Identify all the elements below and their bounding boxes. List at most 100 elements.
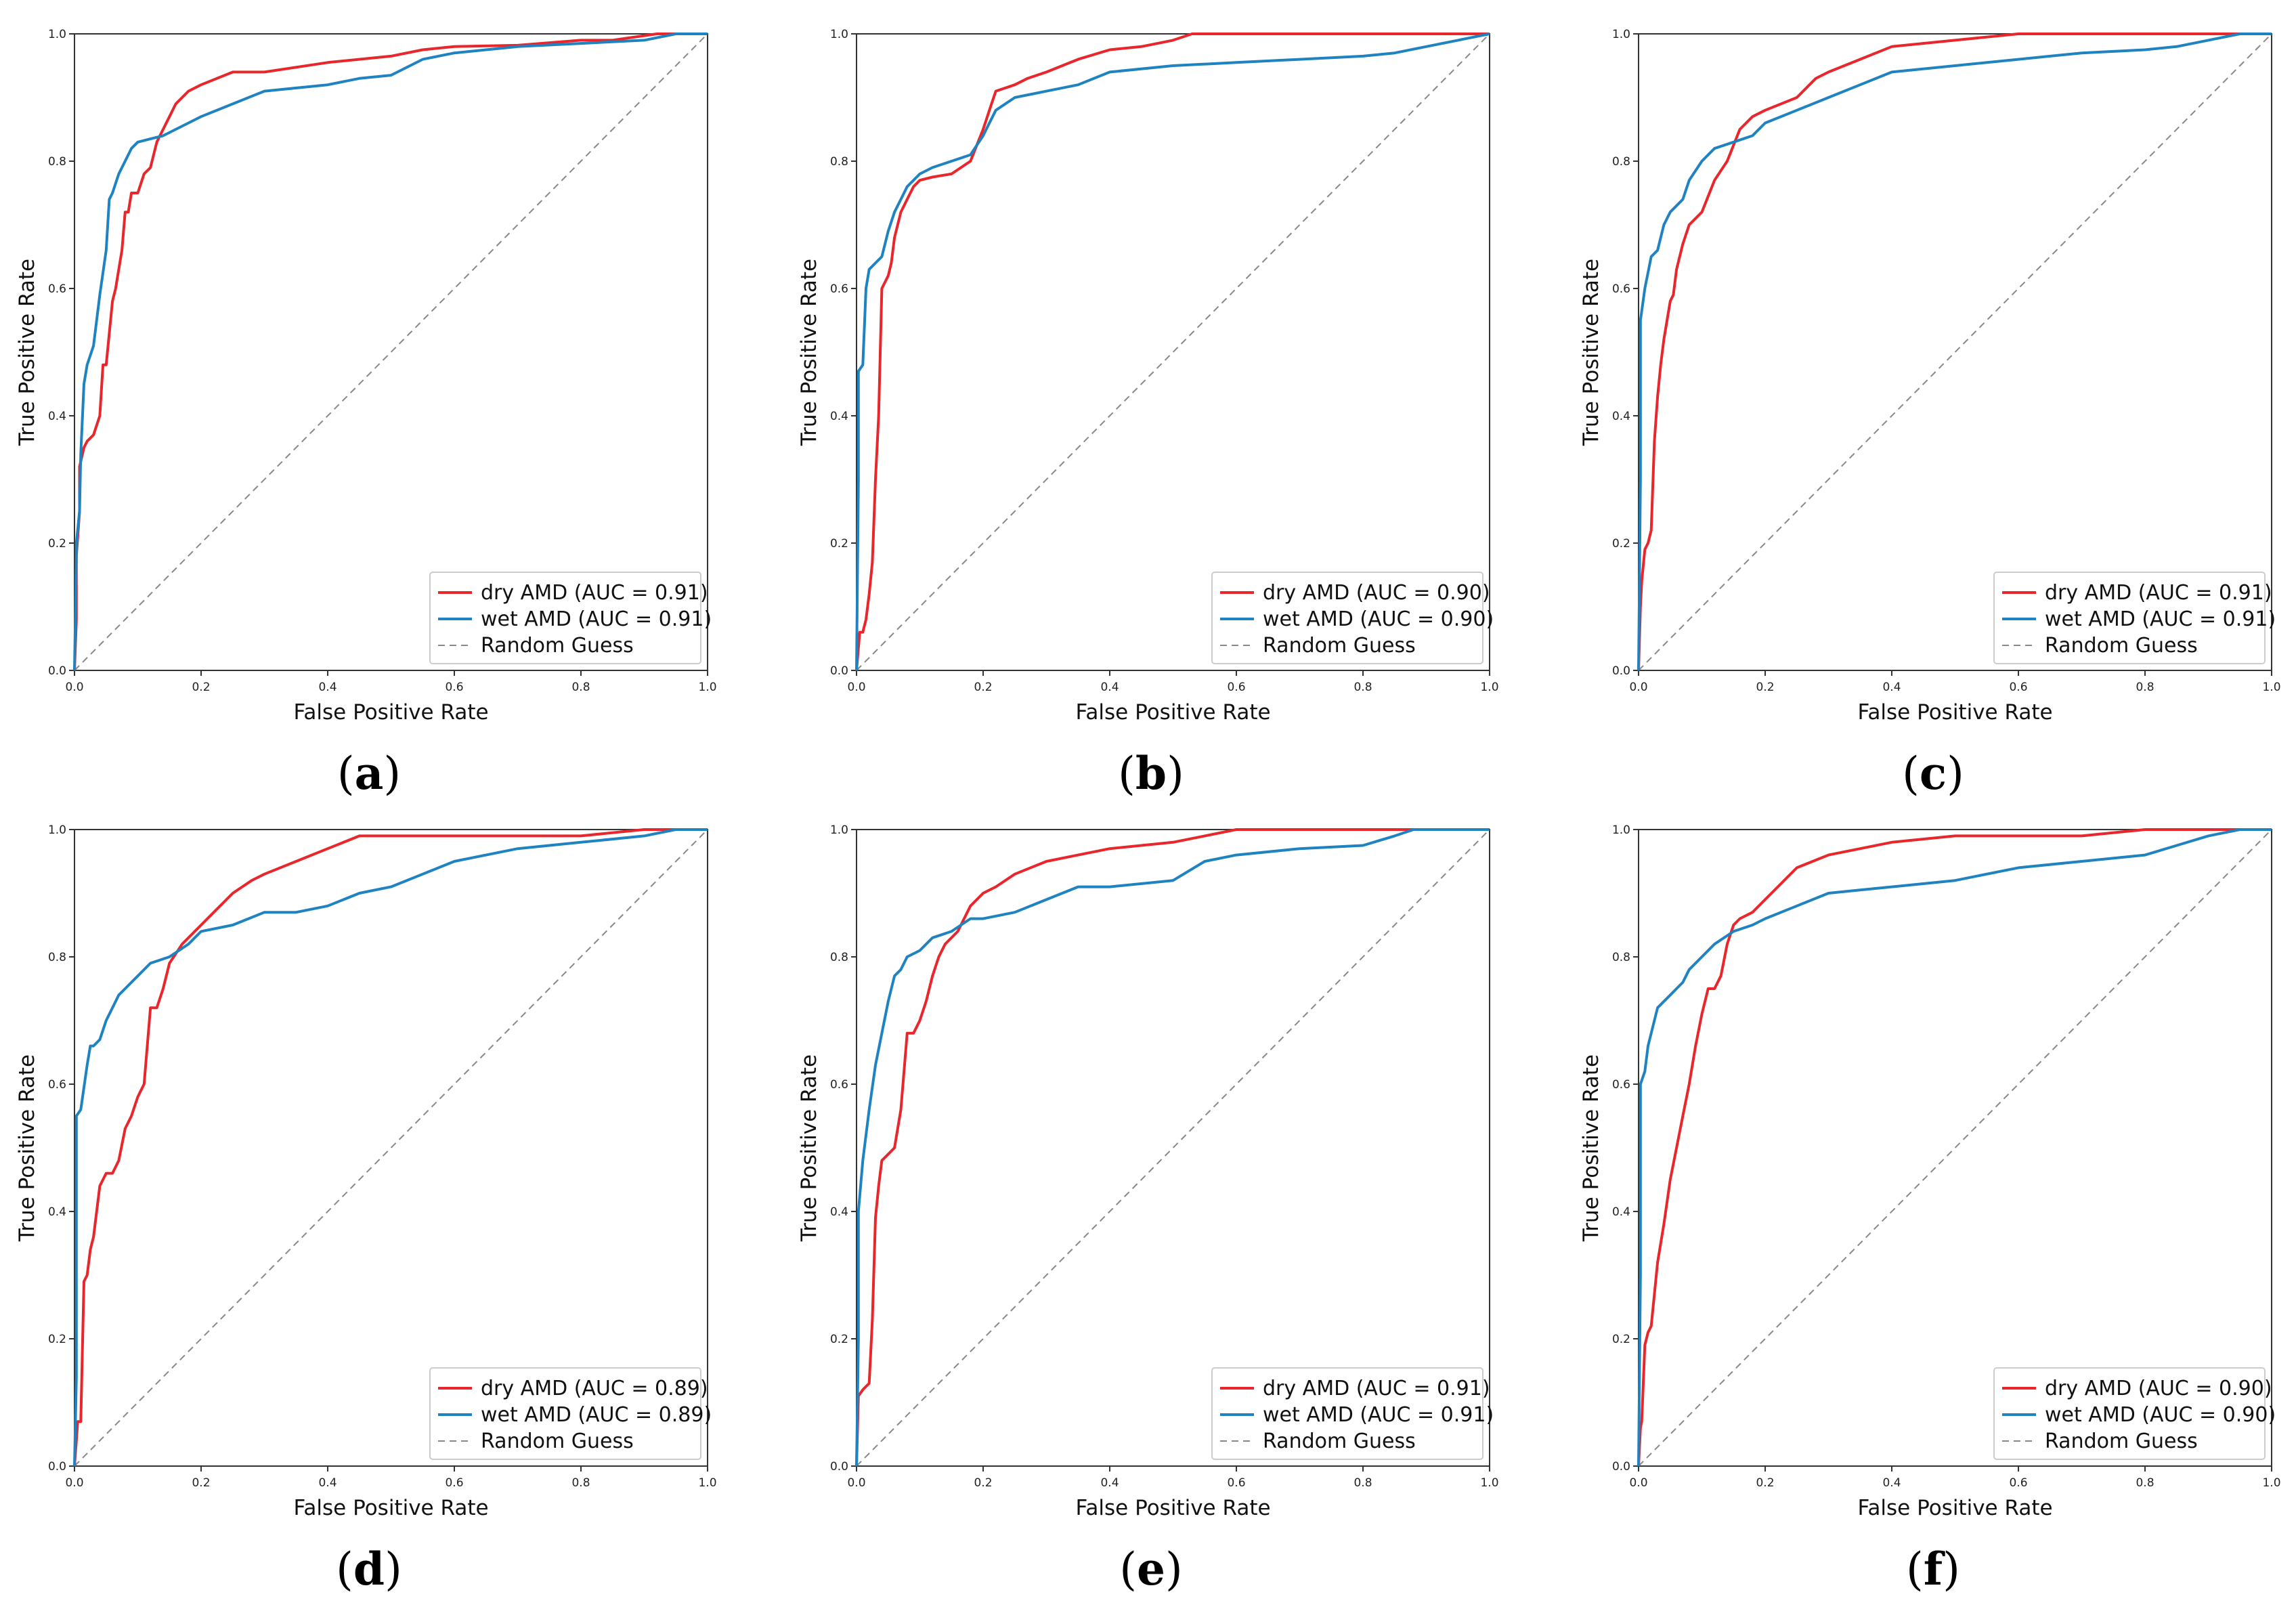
y-tick-label: 0.8: [48, 951, 66, 964]
y-tick-label: 0.8: [830, 951, 848, 964]
x-tick-label: 1.0: [1480, 681, 1498, 694]
legend-entry: Random Guess: [481, 634, 634, 658]
y-axis-label: True Positive Rate: [1579, 259, 1603, 446]
legend-box: [429, 1367, 701, 1460]
x-tick-label: 0.8: [1353, 1476, 1372, 1490]
caption-paren-close: ): [1947, 748, 1964, 800]
plot-frame: [1638, 829, 2272, 1467]
dry-amd-roc-line: [1637, 828, 2272, 1467]
y-tick-label: 0.2: [830, 537, 848, 551]
y-tick-label: 1.0: [1612, 28, 1630, 41]
x-tick-label: 0.4: [318, 681, 337, 694]
wet-amd-roc-line: [73, 33, 708, 671]
caption-paren-open: (: [1902, 748, 1920, 800]
roc-panel-d: 0.0 0.2 0.4 0.6 0.8 1.0 0.0 0.2 0.4 0.6 0.8 1.0 Fals…: [15, 823, 717, 1595]
legend: dry AMD (AUC = 0.91)wet AMD (AUC = 0.91)…: [429, 572, 712, 664]
y-tick-label: 0.6: [830, 1078, 848, 1092]
wet-amd-roc-line: [855, 33, 1490, 671]
x-tick-label: 0.2: [974, 681, 992, 694]
caption-paren-open: (: [336, 1543, 353, 1595]
caption-paren-close: ): [383, 748, 401, 800]
y-tick-label: 0.2: [1612, 537, 1630, 551]
x-tick-label: 1.0: [698, 681, 716, 694]
plot-frame: [74, 33, 708, 671]
y-tick-label: 1.0: [48, 28, 66, 41]
legend-entry: wet AMD (AUC = 0.91): [1263, 1403, 1494, 1427]
x-tick-label: 0.4: [1882, 1476, 1901, 1490]
legend-entry: dry AMD (AUC = 0.91): [1263, 1377, 1490, 1400]
legend-entry: wet AMD (AUC = 0.89): [481, 1403, 712, 1427]
legend: dry AMD (AUC = 0.89) wet AMD (AUC = 0.89)…: [429, 1367, 712, 1460]
roc-panel-e: 0.0 0.2 0.4 0.6 0.8 1.0 0.0 0.2 0.4 0.6 0.8 1.0 Fals…: [797, 823, 1499, 1595]
y-axis-label: True Positive Rate: [797, 1054, 821, 1242]
y-tick-label: 1.0: [48, 823, 66, 837]
caption-paren-open: (: [1906, 1543, 1924, 1595]
legend-entry: dry AMD (AUC = 0.91): [481, 581, 708, 605]
x-tick-label: 1.0: [698, 1476, 716, 1490]
wet-amd-roc-line: [855, 828, 1490, 1467]
caption-letter: f: [1924, 1543, 1945, 1595]
x-tick-label: 0.8: [571, 681, 590, 694]
x-tick-label: 0.4: [1100, 1476, 1119, 1490]
y-tick-label: 1.0: [1612, 823, 1630, 837]
x-tick-label: 0.4: [1100, 681, 1119, 694]
legend-entry: Random Guess: [481, 1430, 634, 1453]
legend-entry: dry AMD (AUC = 0.90): [2045, 1377, 2272, 1400]
y-axis-label: True Positive Rate: [1579, 1054, 1603, 1242]
caption-letter: d: [353, 1543, 385, 1595]
x-tick-label: 0.2: [192, 1476, 210, 1490]
x-axis-label: False Positive Rate: [293, 1496, 488, 1520]
x-axis-label: False Positive Rate: [293, 700, 488, 725]
y-tick-label: 0.0: [48, 664, 66, 678]
caption-paren-close: ): [1943, 1543, 1960, 1595]
caption-letter: c: [1920, 747, 1947, 800]
legend: dry AMD (AUC = 0.90)wet AMD (AUC = 0.90)…: [1211, 572, 1494, 664]
legend-box: [1993, 572, 2266, 664]
roc-panel-b: 0.0 0.2 0.4 0.6 0.8 1.0 0.0 0.2 0.4 0.6 0.8 1.0 Fals…: [797, 28, 1499, 800]
legend-entry: dry AMD (AUC = 0.90): [1263, 581, 1490, 605]
x-tick-label: 0.6: [445, 681, 463, 694]
x-tick-label: 0.0: [847, 1476, 865, 1490]
y-tick-label: 0.6: [48, 1078, 66, 1092]
legend-entry: Random Guess: [1263, 1430, 1416, 1453]
caption-paren-close: ): [1167, 748, 1184, 800]
panel-caption: (d): [336, 1543, 402, 1595]
x-tick-label: 0.6: [1227, 681, 1245, 694]
y-tick-label: 0.8: [1612, 951, 1630, 964]
y-tick-label: 0.4: [1612, 410, 1630, 423]
y-tick-label: 0.6: [1612, 1078, 1630, 1092]
legend-box: [1993, 1367, 2266, 1460]
y-tick-label: 0.8: [830, 155, 848, 169]
y-tick-label: 0.2: [830, 1333, 848, 1346]
legend-entry: Random Guess: [1263, 634, 1416, 658]
panel-caption: (f): [1906, 1543, 1960, 1595]
panel-caption: (e): [1119, 1543, 1183, 1595]
y-tick-label: 0.0: [830, 664, 848, 678]
caption-paren-close: ): [385, 1543, 402, 1595]
y-axis-label: True Positive Rate: [15, 1054, 39, 1242]
caption-letter: e: [1137, 1543, 1165, 1595]
x-tick-label: 0.2: [192, 681, 210, 694]
y-tick-label: 0.8: [1612, 155, 1630, 169]
panel-caption: (b): [1118, 747, 1184, 800]
legend: dry AMD (AUC = 0.91) wet AMD (AUC = 0.91)…: [1211, 1367, 1494, 1460]
y-tick-label: 0.2: [1612, 1333, 1630, 1346]
legend: dry AMD (AUC = 0.91)wet AMD (AUC = 0.91)…: [1993, 572, 2276, 664]
y-tick-label: 0.0: [1612, 664, 1630, 678]
legend: dry AMD (AUC = 0.90)wet AMD (AUC = 0.90)…: [1993, 1367, 2276, 1460]
x-axis-label: False Positive Rate: [1075, 700, 1270, 725]
y-tick-label: 0.0: [48, 1460, 66, 1474]
plot-frame: [74, 829, 708, 1467]
roc-panel-f: 0.0 0.2 0.4 0.6 0.8 1.0 0.0 0.2 0.4 0.6 0.8 1.0 Fals…: [1579, 823, 2281, 1595]
dry-amd-roc-line: [73, 828, 708, 1467]
roc-panel-c: 0.0 0.2 0.4 0.6 0.8 1.0 0.0 0.2 0.4 0.6 0.8 1.0 Fals…: [1579, 28, 2281, 800]
y-tick-label: 0.6: [1612, 282, 1630, 296]
x-tick-label: 0.8: [2136, 1476, 2154, 1490]
x-tick-label: 0.6: [1227, 1476, 1245, 1490]
x-tick-label: 1.0: [2262, 681, 2280, 694]
y-tick-label: 0.8: [48, 155, 66, 169]
legend-box: [429, 572, 701, 664]
caption-paren-open: (: [337, 748, 355, 800]
caption-paren-open: (: [1119, 1543, 1137, 1595]
